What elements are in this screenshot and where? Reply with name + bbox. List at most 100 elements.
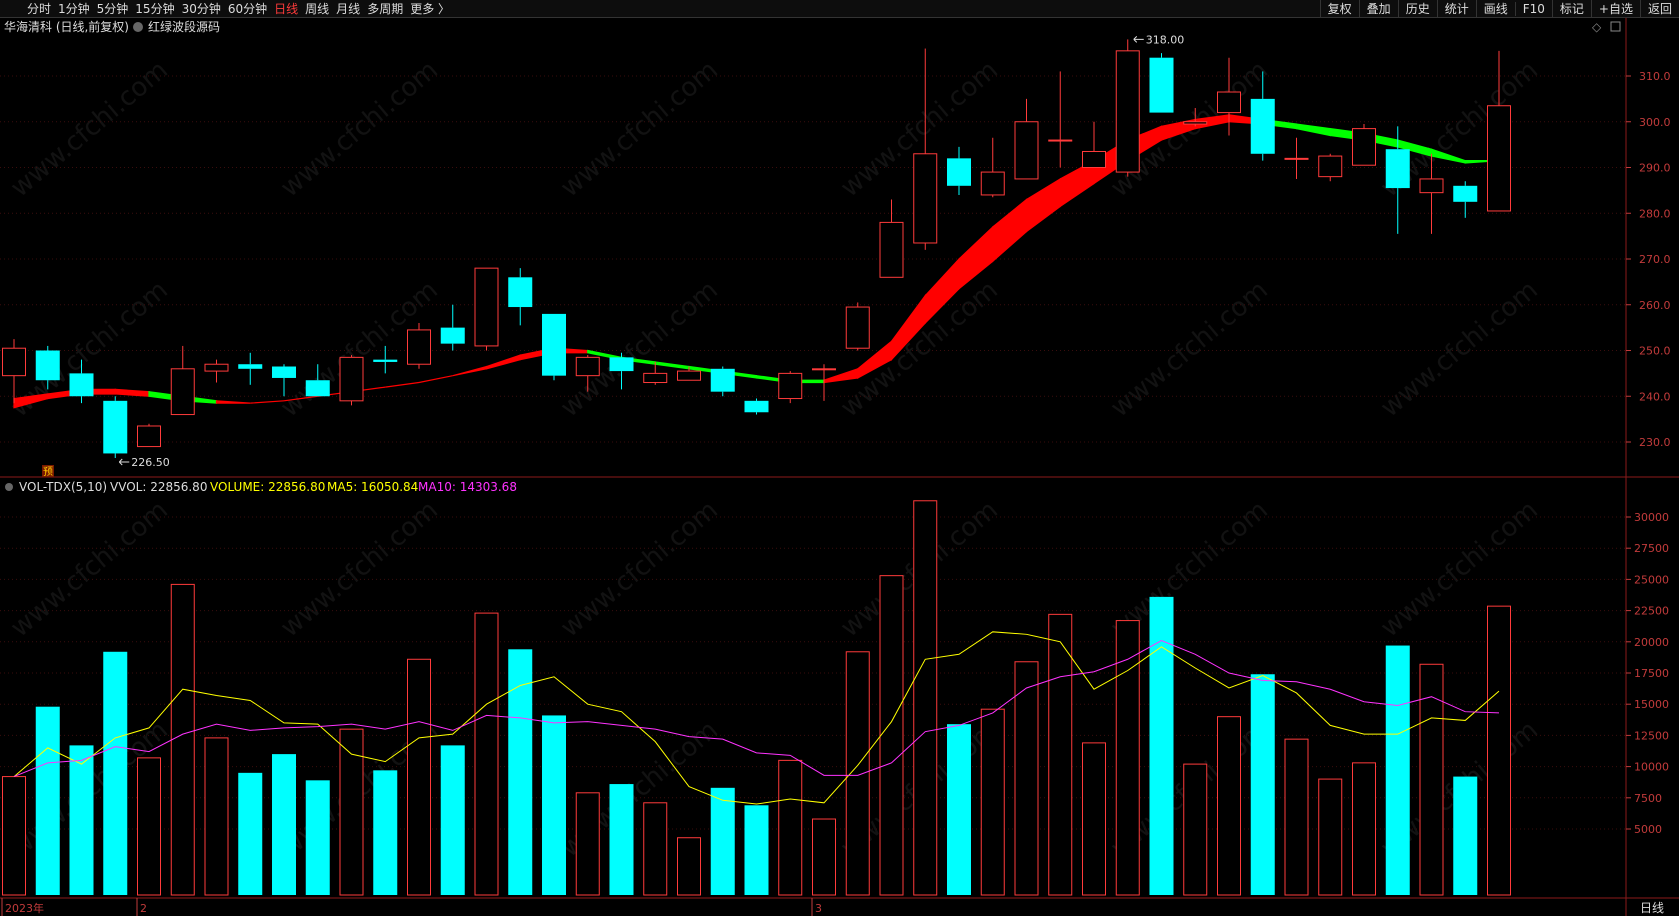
candle-body [1149,57,1174,113]
candle-body [1048,139,1073,142]
vol-ma10: MA10: 14303.68 [418,480,517,494]
candle-body [1419,178,1444,194]
candle [69,359,94,404]
indicator-selector[interactable]: 红绿波段源码 [133,19,220,34]
toolbar-button[interactable]: 历史 [1397,0,1437,17]
candle-body [35,350,60,381]
diamond-icon[interactable]: ◇ [1592,20,1602,34]
ma10-line [13,639,1500,778]
volume-bar [1217,716,1241,896]
indicator-toggle-icon[interactable] [133,22,143,32]
volume-bar [407,658,431,896]
volume-tick-label: 30000 [1634,511,1669,524]
toolbar-button[interactable]: +自选 [1590,0,1640,17]
period-tab[interactable]: 30分钟 [181,2,221,16]
candle-body [170,368,195,416]
volume-bar [1183,763,1208,896]
toolbar-button[interactable]: 复权 [1319,0,1359,17]
period-tab[interactable]: 5分钟 [96,2,129,16]
candle-body [845,306,870,349]
toolbar-button[interactable]: F10 [1514,1,1552,16]
toolbar-button[interactable]: 返回 [1639,0,1679,17]
price-tick-label: 310.0 [1639,70,1671,83]
candle-body [474,267,499,347]
expand-icon[interactable] [1610,21,1621,32]
volume-tick-label: 17500 [1634,667,1669,680]
toolbar-button[interactable]: 标记 [1551,0,1591,17]
candle-body [440,327,465,344]
volume-bar [913,500,938,896]
candle [407,323,431,369]
candle-body [272,366,296,378]
toolbar-button[interactable]: 画线 [1475,0,1515,17]
candle-body [407,329,431,365]
period-tab[interactable]: 周线 [305,2,330,16]
date-tick-label: 2023年 [5,901,44,915]
candle-body [1082,150,1106,169]
volume-grid [0,516,1626,830]
vol-volume: VOLUME: 22856.80 [210,480,325,494]
candle-body [1352,128,1376,166]
low-price-label: 226.50 [131,456,170,469]
candle-body [339,356,364,402]
volume-tick-label: 10000 [1634,761,1669,774]
period-tab[interactable]: 15分钟 [135,2,175,16]
price-axis-ticks: 310.0 300.0 290.0 280.0 270.0 260.0 250.0 240.0… [1626,70,1671,449]
candle [373,345,398,374]
period-tab[interactable]: 分时 [27,2,52,16]
price-tick-label: 230.0 [1639,436,1671,449]
period-tab[interactable]: 更多 〉 [410,2,451,16]
date-tick-label: 2 [140,902,147,915]
price-tick-label: 270.0 [1639,253,1671,266]
candle-body [373,359,398,362]
price-tick-label: 290.0 [1639,162,1671,175]
volume-bar [103,651,128,895]
volume-bar [170,583,195,896]
volume-bar [609,784,634,895]
toolbar-button[interactable]: 叠加 [1358,0,1398,17]
volume-bar [1487,605,1511,896]
volume-bar [1048,613,1073,896]
candle-body [2,347,26,377]
forecast-marker [42,465,54,477]
candle [1048,71,1073,168]
period-tab[interactable]: 1分钟 [58,2,90,16]
period-tab[interactable]: 日线 [274,2,299,16]
period-tab[interactable]: 多周期 [367,2,404,16]
forecast-marker-label: 预 [43,466,53,478]
candle-body [710,368,735,392]
toolbar-button[interactable]: 统计 [1436,0,1476,17]
candle [879,199,904,278]
candle [1183,108,1208,127]
volume-tick-label: 27500 [1634,542,1669,555]
candle [1352,124,1376,166]
candle [980,137,1005,198]
candle-body [204,363,229,372]
low-arrow-icon [118,458,130,466]
volume-bar [1082,742,1106,896]
volume-tick-label: 20000 [1634,636,1669,649]
chart-window-icons[interactable]: ◇ [1592,20,1621,34]
date-axis-labels: 2023年 2 3 [1,898,822,916]
volume-bar [440,745,465,895]
volume-toggle-icon[interactable] [5,483,13,491]
candle [1115,39,1140,177]
ma5-line [13,631,1500,805]
volume-header: VOL-TDX(5,10) VVOL: 22856.80 VOLUME: 228… [5,480,517,494]
candles [2,39,1511,459]
stock-chart[interactable]: www.cfchi.com www.cfchi.com www.cfchi.com w… [0,18,1679,916]
period-tab[interactable]: 月线 [336,2,361,16]
candle-body [677,370,701,381]
candle [339,355,364,406]
price-grid [0,75,1626,443]
candle [1217,57,1241,136]
volume-bar [980,708,1005,896]
candle [1318,153,1343,182]
period-tab[interactable]: 60分钟 [227,2,268,16]
vol-vvol: VVOL: 22856.80 [110,480,207,494]
price-tick-label: 300.0 [1639,116,1671,129]
candle-body [947,158,971,186]
candle [508,268,533,326]
volume-axis-ticks: 30000 27500 25000 22500 20000 17500 15000 12500… [1626,511,1669,836]
volume-bar [1385,645,1410,895]
